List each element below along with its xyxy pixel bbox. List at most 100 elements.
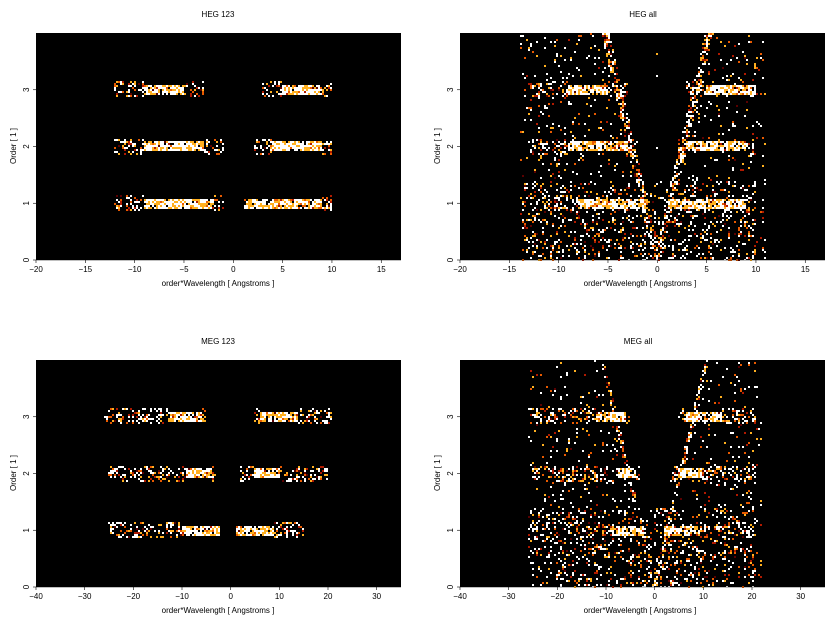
heatmap-cell bbox=[744, 73, 746, 75]
heatmap-cell bbox=[530, 99, 532, 101]
heatmap-cell bbox=[202, 201, 204, 203]
heatmap-cell bbox=[670, 257, 672, 259]
heatmap-cell bbox=[168, 420, 170, 422]
heatmap-cell bbox=[216, 145, 218, 147]
heatmap-cell bbox=[274, 147, 276, 149]
heatmap-cell bbox=[182, 472, 184, 474]
heatmap-cell bbox=[190, 145, 192, 147]
x-tick-label: −20 bbox=[29, 265, 43, 274]
heatmap-cell bbox=[528, 141, 530, 143]
heatmap-cell bbox=[600, 85, 602, 87]
heatmap-cell bbox=[602, 207, 604, 209]
heatmap-cell bbox=[642, 201, 644, 203]
heatmap-cell bbox=[290, 201, 292, 203]
heatmap-cell bbox=[548, 568, 550, 570]
heatmap-cell bbox=[312, 87, 314, 89]
heatmap-cell bbox=[296, 476, 298, 478]
heatmap-cell bbox=[716, 147, 718, 149]
heatmap-cell bbox=[528, 83, 530, 85]
heatmap-cell bbox=[584, 241, 586, 243]
heatmap-cell bbox=[666, 215, 668, 217]
heatmap-cell bbox=[612, 207, 614, 209]
heatmap-cell bbox=[130, 85, 132, 87]
heatmap-cell bbox=[282, 420, 284, 422]
heatmap-cell bbox=[292, 85, 294, 87]
heatmap-cell bbox=[556, 416, 558, 418]
heatmap-cell bbox=[540, 510, 542, 512]
heatmap-cell bbox=[664, 231, 666, 233]
heatmap-cell bbox=[268, 416, 270, 418]
heatmap-cell bbox=[654, 213, 656, 215]
heatmap-cell bbox=[118, 205, 120, 207]
heatmap-cell bbox=[550, 540, 552, 542]
heatmap-cell bbox=[146, 420, 148, 422]
heatmap-cell bbox=[242, 530, 244, 532]
heatmap-cell bbox=[594, 113, 596, 115]
heatmap-cell bbox=[562, 77, 564, 79]
heatmap-cell bbox=[616, 85, 618, 87]
heatmap-cell bbox=[538, 139, 540, 141]
heatmap-cell bbox=[624, 123, 626, 125]
heatmap-cell bbox=[622, 205, 624, 207]
heatmap-cell bbox=[720, 59, 722, 61]
heatmap-cell bbox=[728, 201, 730, 203]
heatmap-cell bbox=[708, 199, 710, 201]
heatmap-cell bbox=[560, 498, 562, 500]
heatmap-cell bbox=[114, 474, 116, 476]
heatmap-cell bbox=[132, 410, 134, 412]
heatmap-cell bbox=[594, 205, 596, 207]
heatmap-cell bbox=[538, 83, 540, 85]
heatmap-cell bbox=[634, 203, 636, 205]
heatmap-cell bbox=[604, 91, 606, 93]
heatmap-cell bbox=[542, 508, 544, 510]
heatmap-cell bbox=[554, 468, 556, 470]
heatmap-cell bbox=[544, 153, 546, 155]
heatmap-cell bbox=[730, 85, 732, 87]
heatmap-cell bbox=[694, 183, 696, 185]
heatmap-cell bbox=[148, 205, 150, 207]
heatmap-cell bbox=[652, 225, 654, 227]
heatmap-cell bbox=[308, 85, 310, 87]
heatmap-cell bbox=[600, 231, 602, 233]
x-tick-label: −5 bbox=[179, 265, 189, 274]
heatmap-cell bbox=[180, 416, 182, 418]
heatmap-cell bbox=[564, 542, 566, 544]
heatmap-cell bbox=[648, 201, 650, 203]
heatmap-cell bbox=[528, 538, 530, 540]
heatmap-cell bbox=[618, 201, 620, 203]
heatmap-cell bbox=[286, 532, 288, 534]
heatmap-cell bbox=[582, 91, 584, 93]
heatmap-cell bbox=[160, 414, 162, 416]
heatmap-cell bbox=[126, 91, 128, 93]
heatmap-cell bbox=[156, 410, 158, 412]
heatmap-cell bbox=[578, 39, 580, 41]
heatmap-cell bbox=[276, 530, 278, 532]
heatmap-cell bbox=[550, 87, 552, 89]
heatmap-cell bbox=[746, 211, 748, 213]
heatmap-cell bbox=[676, 163, 678, 165]
heatmap-cell bbox=[578, 69, 580, 71]
heatmap-cell bbox=[562, 410, 564, 412]
heatmap-cell bbox=[286, 534, 288, 536]
heatmap-cell bbox=[620, 231, 622, 233]
heatmap-cell bbox=[302, 201, 304, 203]
heatmap-cell bbox=[272, 528, 274, 530]
heatmap-cell bbox=[136, 470, 138, 472]
heatmap-cell bbox=[288, 145, 290, 147]
heatmap-cell bbox=[596, 207, 598, 209]
heatmap-cell bbox=[252, 532, 254, 534]
heatmap-cell bbox=[308, 91, 310, 93]
heatmap-cell bbox=[182, 418, 184, 420]
heatmap-cell bbox=[564, 412, 566, 414]
heatmap-cell bbox=[538, 520, 540, 522]
heatmap-cell bbox=[630, 195, 632, 197]
heatmap-cell bbox=[318, 199, 320, 201]
heatmap-cell bbox=[622, 171, 624, 173]
heatmap-cell bbox=[660, 251, 662, 253]
heatmap-cell bbox=[304, 89, 306, 91]
heatmap-cell bbox=[624, 203, 626, 205]
heatmap-cell bbox=[730, 89, 732, 91]
heatmap-cell bbox=[680, 209, 682, 211]
heatmap-cell bbox=[622, 239, 624, 241]
